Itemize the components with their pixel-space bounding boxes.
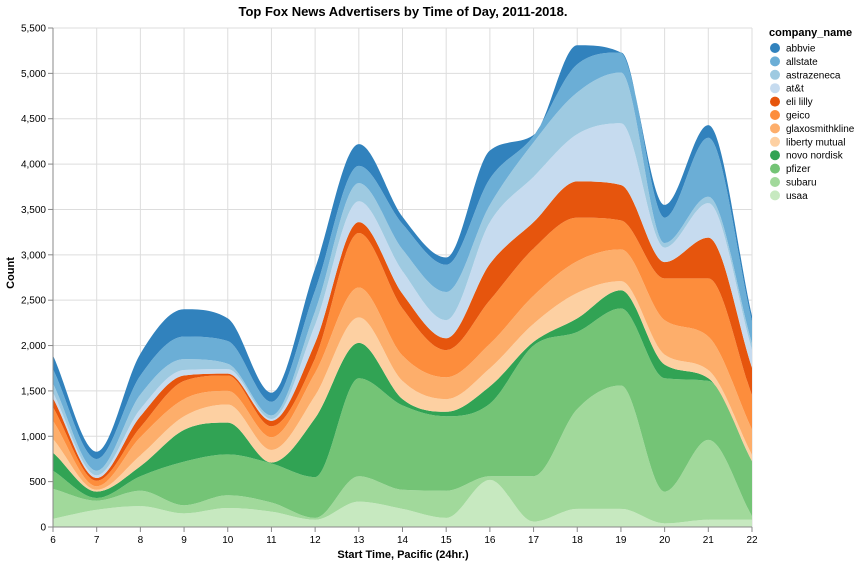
stacked-areas	[53, 45, 752, 527]
legend-label: pfizer	[786, 164, 811, 175]
legend-label: subaru	[786, 178, 817, 189]
legend-label: astrazeneca	[786, 70, 841, 81]
legend-label: glaxosmithkline	[786, 124, 855, 135]
y-tick-label: 5,000	[21, 69, 46, 80]
chart-title: Top Fox News Advertisers by Time of Day,…	[239, 4, 568, 19]
legend-item: astrazeneca	[770, 69, 841, 81]
legend-label: at&t	[786, 84, 804, 95]
legend-item: usaa	[770, 190, 808, 202]
y-tick-label: 0	[40, 523, 46, 534]
legend-item: allstate	[770, 56, 818, 68]
x-tick-label: 7	[94, 535, 100, 546]
legend-item: glaxosmithkline	[770, 123, 855, 135]
legend-swatch	[770, 96, 780, 107]
y-tick-label: 1,000	[21, 432, 46, 443]
legend-swatch	[770, 190, 780, 201]
x-tick-label: 18	[572, 535, 584, 546]
legend-label: abbvie	[786, 44, 816, 55]
area-glaxosmithkline	[53, 249, 752, 490]
x-tick-label: 8	[138, 535, 144, 546]
x-tick-label: 10	[222, 535, 234, 546]
legend-label: liberty mutual	[786, 137, 845, 148]
legend-item: at&t	[770, 83, 804, 95]
legend-label: usaa	[786, 191, 808, 202]
y-tick-label: 5,500	[21, 24, 46, 35]
x-tick-label: 12	[310, 535, 322, 546]
legend-swatch	[770, 69, 780, 80]
legend-swatch	[770, 163, 780, 174]
y-tick-label: 500	[29, 477, 46, 488]
y-tick-label: 4,500	[21, 114, 46, 125]
area-novo-nordisk	[53, 290, 752, 498]
legend-item: liberty mutual	[770, 136, 845, 148]
axes: 0 500 1,000 1,500 2,000 2,500 3,000 3,500 4,000 4…	[21, 24, 758, 547]
legend-item: abbvie	[770, 43, 816, 55]
area-liberty-mutual	[53, 281, 752, 492]
x-tick-label: 6	[50, 535, 56, 546]
legend-swatch	[770, 150, 780, 161]
legend-swatch	[770, 136, 780, 147]
area-subaru	[53, 385, 752, 524]
legend: company_name abbvie allstate astrazeneca at…	[769, 27, 855, 202]
area-usaa	[53, 479, 752, 527]
legend-swatch	[770, 110, 780, 120]
x-tick-label: 17	[528, 535, 540, 546]
x-tick-label: 22	[746, 535, 758, 546]
area-at-t	[53, 123, 752, 479]
legend-label: geico	[786, 111, 810, 122]
x-tick-label: 19	[615, 535, 627, 546]
area-allstate	[53, 52, 752, 471]
legend-swatch	[770, 123, 780, 134]
y-tick-label: 2,500	[21, 296, 46, 307]
legend-swatch	[770, 56, 780, 67]
x-tick-label: 16	[484, 535, 496, 546]
y-axis-title: Count	[5, 257, 17, 289]
y-tick-label: 3,500	[21, 205, 46, 216]
legend-item: eli lilly	[770, 96, 813, 108]
legend-item: pfizer	[770, 163, 811, 175]
area-astrazeneca	[53, 72, 752, 476]
x-tick-label: 14	[397, 535, 409, 546]
area-eli-lilly	[53, 181, 752, 481]
x-tick-label: 13	[353, 535, 365, 546]
area-pfizer	[53, 308, 752, 518]
x-tick-label: 11	[266, 535, 277, 546]
x-tick-label: 15	[441, 535, 453, 546]
legend-item: novo nordisk	[770, 150, 844, 162]
y-tick-label: 3,000	[21, 250, 46, 261]
legend-title: company_name	[769, 27, 852, 39]
legend-swatch	[770, 83, 780, 94]
area-geico	[53, 217, 752, 487]
legend-item: geico	[770, 110, 810, 122]
legend-swatch	[770, 43, 780, 53]
x-axis-title: Start Time, Pacific (24hr.)	[337, 549, 469, 561]
x-tick-label: 21	[703, 535, 715, 546]
legend-label: allstate	[786, 57, 818, 68]
legend-swatch	[770, 177, 780, 187]
y-tick-label: 2,000	[21, 341, 46, 352]
y-tick-label: 4,000	[21, 160, 46, 171]
legend-label: eli lilly	[786, 97, 813, 108]
x-tick-label: 20	[659, 535, 671, 546]
y-tick-label: 1,500	[21, 386, 46, 397]
legend-item: subaru	[770, 177, 817, 189]
x-tick-label: 9	[181, 535, 187, 546]
legend-label: novo nordisk	[786, 151, 844, 162]
